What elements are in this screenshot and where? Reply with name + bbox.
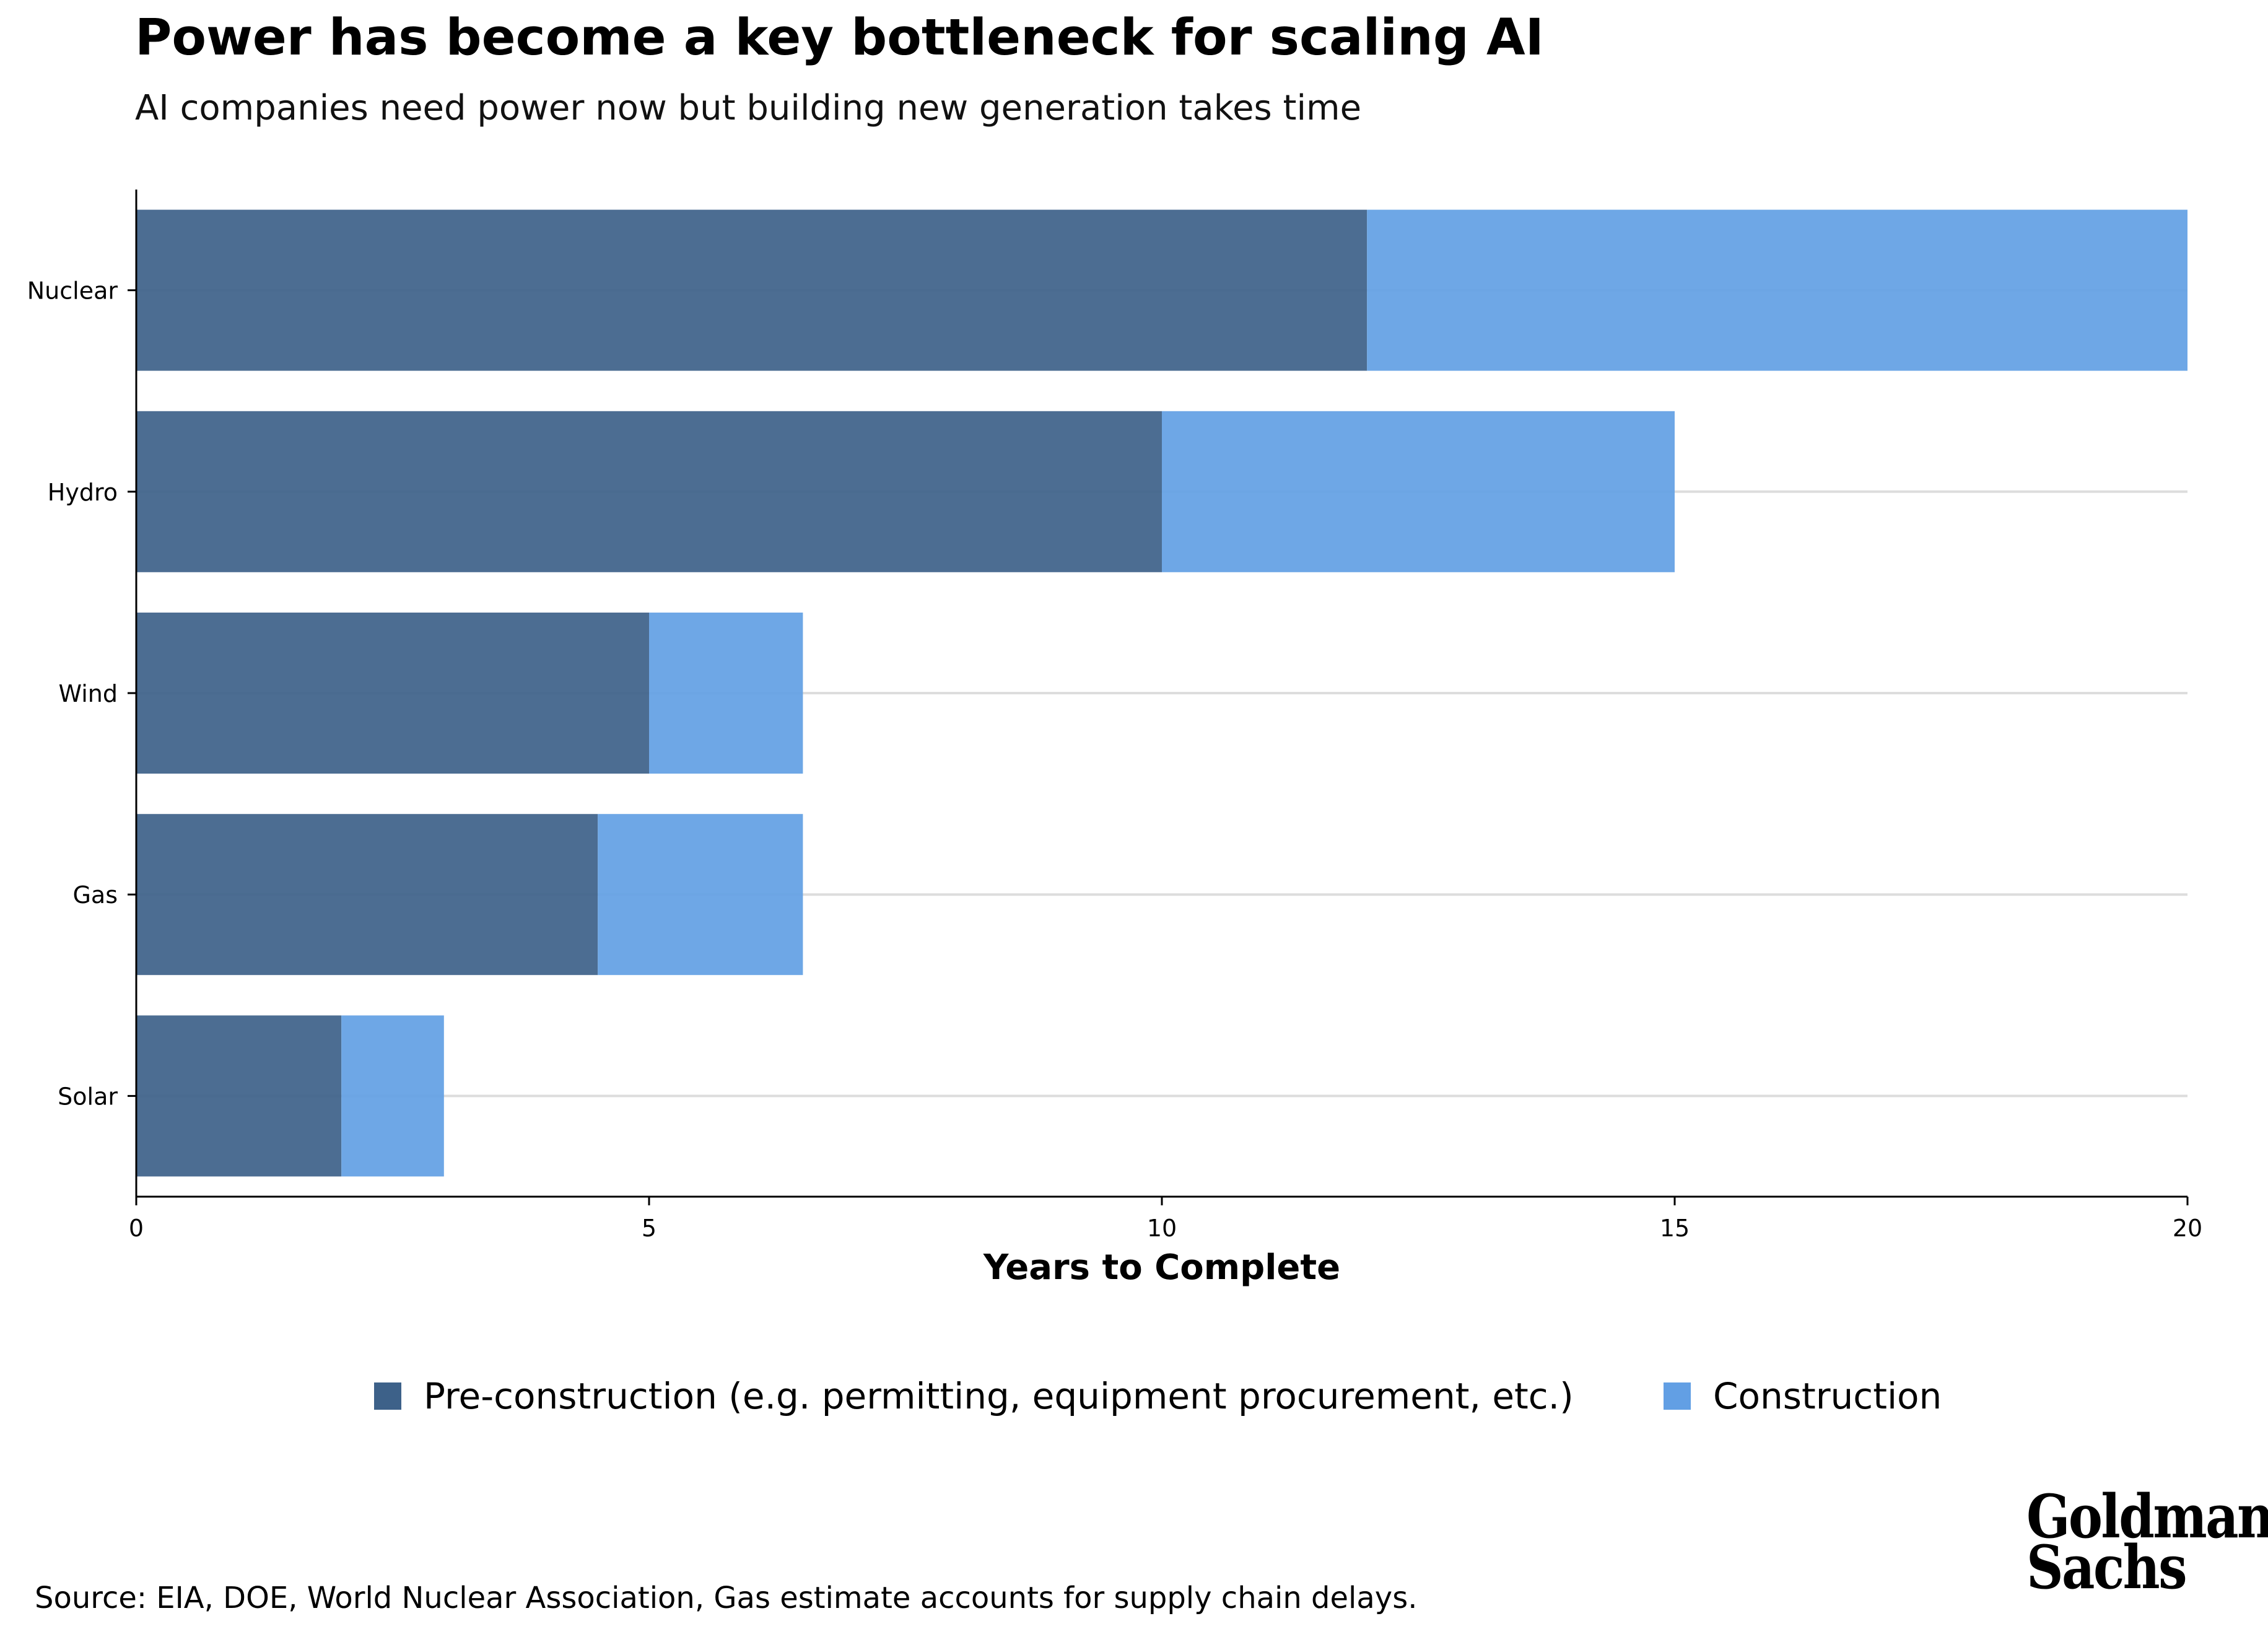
- bar-hydro-pre-construction: [136, 411, 1162, 572]
- x-tick-label: 20: [2173, 1215, 2202, 1242]
- y-tick-label: Solar: [58, 1083, 118, 1110]
- legend-label-construction: Construction: [1713, 1375, 1942, 1417]
- bar-solar-construction: [341, 1015, 444, 1177]
- bar-nuclear-pre-construction: [136, 209, 1367, 371]
- goldman-sachs-logo: Goldman Sachs: [2026, 1482, 2268, 1602]
- logo-line-2: Sachs: [2026, 1532, 2187, 1602]
- logo-line-1: Goldman: [2026, 1482, 2268, 1552]
- y-tick-label: Hydro: [48, 479, 118, 506]
- legend-swatch-pre-construction: [374, 1382, 401, 1410]
- legend-label-pre-construction: Pre-construction (e.g. permitting, equip…: [424, 1375, 1574, 1417]
- chart-title: Power has become a key bottleneck for sc…: [135, 9, 1544, 67]
- y-tick-label: Wind: [58, 680, 118, 707]
- x-tick-label: 10: [1147, 1215, 1177, 1242]
- bar-gas-construction: [598, 814, 803, 976]
- x-tick-label: 5: [642, 1215, 656, 1242]
- bar-nuclear-construction: [1367, 209, 2187, 371]
- source-note: Source: EIA, DOE, World Nuclear Associat…: [35, 1581, 1418, 1615]
- x-axis-label: Years to Complete: [983, 1247, 1340, 1288]
- y-tick-label: Nuclear: [27, 277, 118, 305]
- x-tick-label: 15: [1660, 1215, 1690, 1242]
- bar-hydro-construction: [1162, 411, 1675, 572]
- bar-solar-pre-construction: [136, 1015, 342, 1177]
- bar-wind-pre-construction: [136, 613, 649, 774]
- bar-wind-construction: [649, 613, 803, 774]
- bar-gas-pre-construction: [136, 814, 598, 976]
- legend-swatch-construction: [1664, 1382, 1691, 1410]
- chart-subtitle: AI companies need power now but building…: [135, 88, 1362, 128]
- x-tick-label: 0: [129, 1215, 144, 1242]
- y-tick-label: Gas: [72, 881, 118, 909]
